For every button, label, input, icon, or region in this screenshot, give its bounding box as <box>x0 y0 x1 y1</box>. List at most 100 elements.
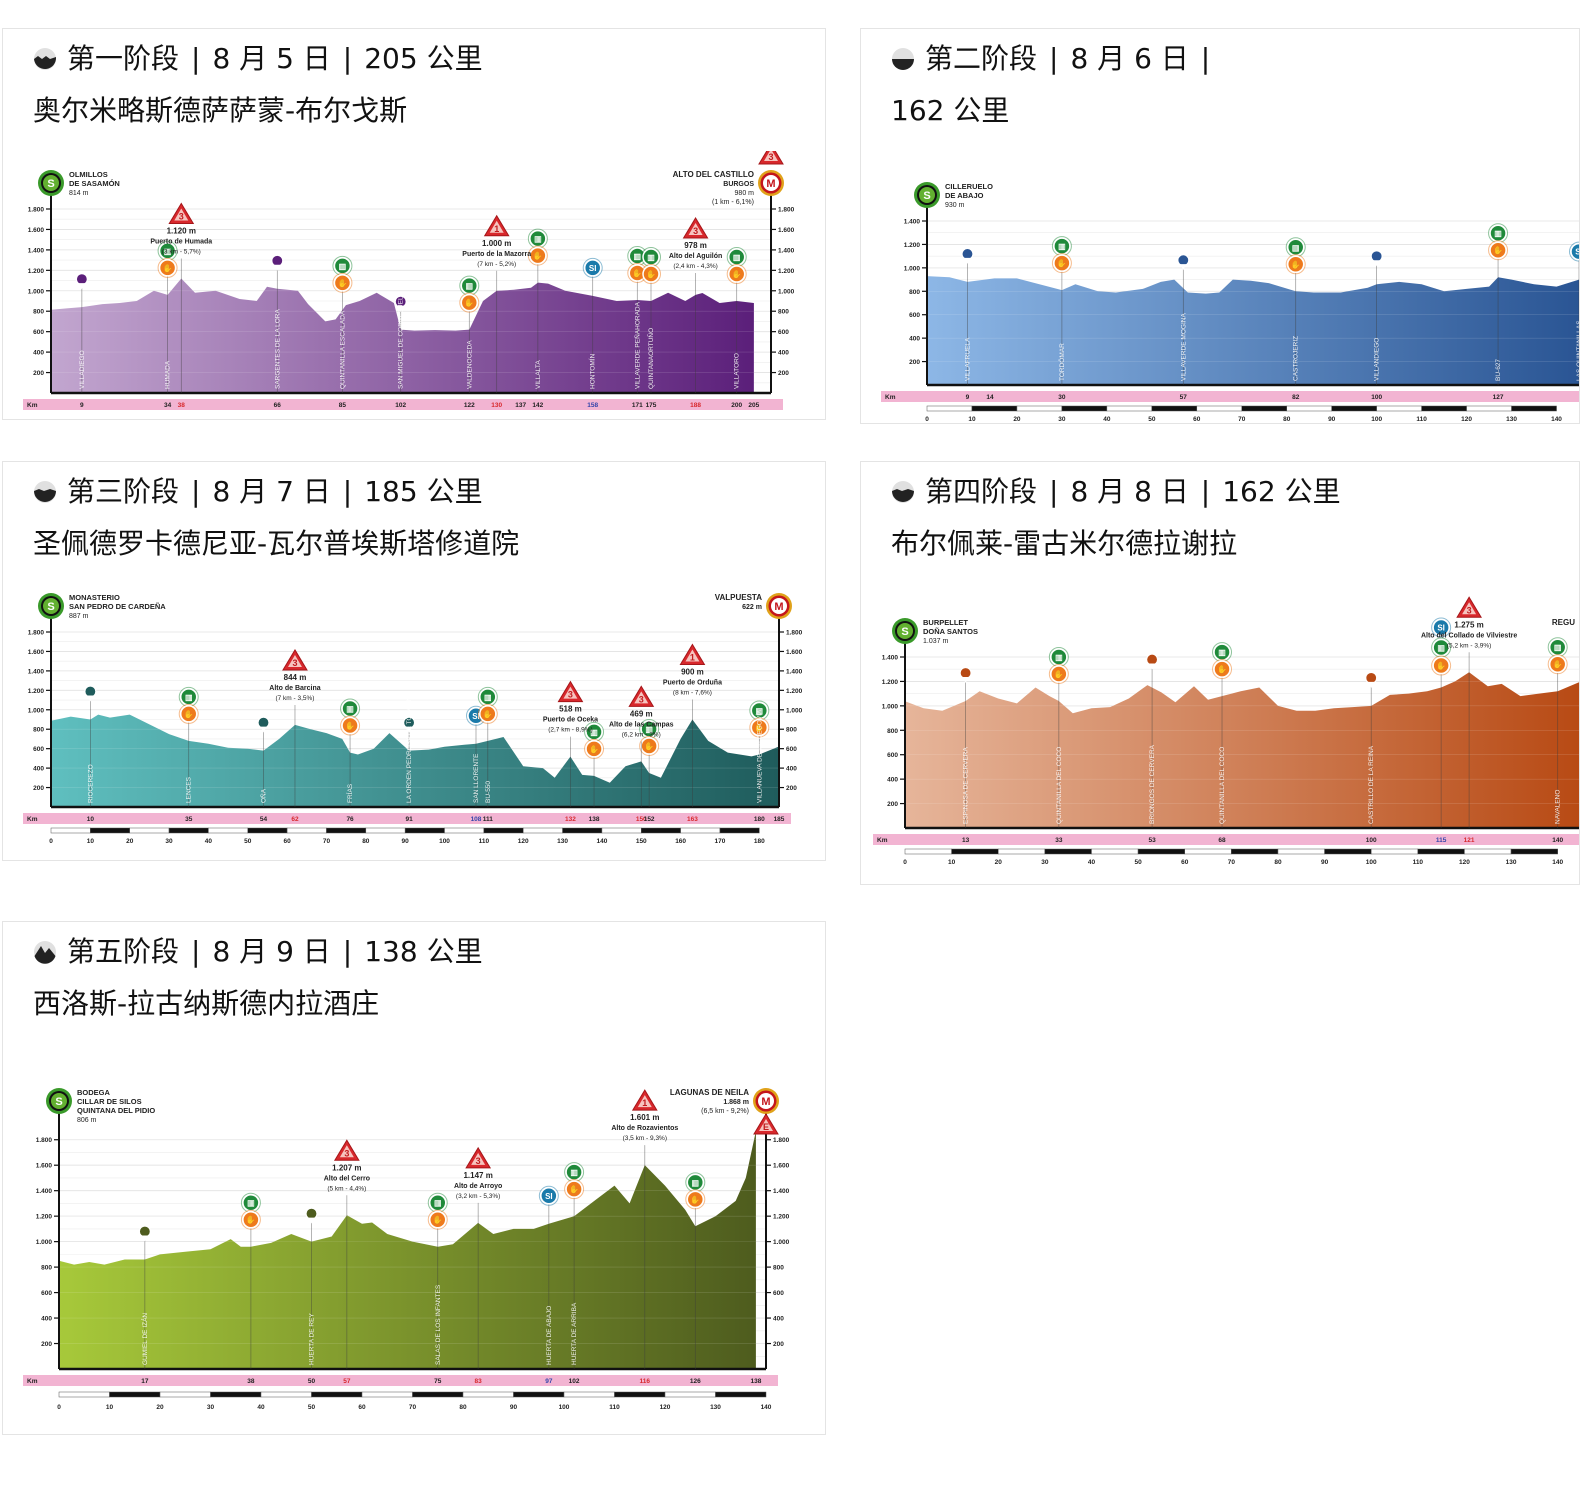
waypoint-name: QUINTANILLA DEL COCO <box>1056 747 1063 824</box>
climb-category-label: 3 <box>568 690 573 700</box>
bottle-icon: ✋ <box>685 1189 706 1210</box>
feed-zone-icon-glyph: ▥ <box>645 725 653 734</box>
feed-zone-icon: ▥ <box>1048 646 1069 667</box>
y-tick-label-right: 400 <box>773 1316 784 1323</box>
stage-date: 8 月 7 日 <box>212 475 331 508</box>
y-tick-label: 800 <box>33 727 44 734</box>
bottle-icon-glyph: ✋ <box>690 1194 700 1204</box>
stage-header: 第五阶段 | 8 月 9 日 | 138 公里 <box>33 934 483 970</box>
bottle-icon: ✋ <box>459 292 480 313</box>
climb-detail: (5 km - 4,4%) <box>327 1185 366 1192</box>
km-band <box>23 399 783 410</box>
bottle-icon-glyph: ✋ <box>644 741 654 751</box>
finish-core <box>771 598 787 614</box>
feed-zone-icon-glyph: ▥ <box>1055 653 1063 662</box>
start-core <box>919 187 935 203</box>
bottle-icon-bg <box>1548 655 1567 673</box>
start-icon-letter: S <box>55 1096 62 1108</box>
town-pin <box>1145 653 1159 666</box>
scale-segment <box>1241 405 1287 412</box>
y-tick-label: 1.400 <box>904 219 921 226</box>
feed-zone-icon: ▥ <box>332 255 353 276</box>
x-tick-label: 50 <box>1148 416 1156 423</box>
start-name: BODEGA <box>77 1088 111 1097</box>
feed-zone-icon: ▥ <box>726 247 747 267</box>
y-tick-label-right: 400 <box>786 766 797 773</box>
waypoint-name: FRÍAS <box>345 783 354 803</box>
bottle-icon-ring <box>157 257 178 278</box>
waypoint-name: VILLAVERDE PEÑAHORADA <box>632 301 641 389</box>
scale-segment <box>1016 405 1063 412</box>
waypoint-name: SARGENTES DE LA LORA <box>274 309 281 389</box>
km-mark: 152 <box>644 816 655 823</box>
feed-zone-icon-glyph: ▥ <box>570 1168 578 1177</box>
stage-date: 8 月 6 日 <box>1070 42 1189 75</box>
scale-segment <box>1421 405 1467 412</box>
x-tick-label: 30 <box>165 838 173 845</box>
km-mark: 102 <box>395 402 406 409</box>
x-tick-label: 100 <box>1371 416 1382 423</box>
y-tick-label-right: 1.600 <box>786 649 803 656</box>
scale-segment <box>1196 405 1243 412</box>
y-tick-label: 1.200 <box>36 1214 53 1221</box>
stage-route: 西洛斯-拉古纳斯德内拉酒庄 <box>33 987 380 1020</box>
climb-altitude: 1.120 m <box>167 227 196 236</box>
feed-zone-icon: ▥ <box>685 1172 706 1193</box>
km-mark: 180 <box>754 816 765 823</box>
town-pin <box>1177 254 1190 267</box>
x-tick-label: 90 <box>1328 416 1336 423</box>
waypoint-name: HUERTA DE REY <box>309 1313 316 1365</box>
y-tick-label: 600 <box>887 752 898 759</box>
scale-segment <box>168 827 209 834</box>
bottle-icon: ✋ <box>1048 663 1069 684</box>
km-mark: 13 <box>962 837 970 844</box>
climb-triangle-inner <box>1462 602 1477 615</box>
climb-altitude: 1.275 m <box>1454 620 1483 629</box>
feed-zone-icon-glyph: ▥ <box>164 247 172 256</box>
scale-segment <box>109 1391 161 1398</box>
feed-zone-icon-glyph: ▥ <box>1218 648 1226 657</box>
town-marker-icon <box>271 254 284 271</box>
km-mark: 205 <box>748 402 759 409</box>
scale-segment <box>563 1391 615 1398</box>
scale-segment <box>159 1391 211 1398</box>
waypoint-name: RIOCEREZO <box>87 764 94 803</box>
climb-detail: (7 km - 3,5%) <box>275 695 314 702</box>
hilly-stage-icon <box>891 477 915 503</box>
climb-triangle-inner <box>339 1145 354 1158</box>
climb-name: Alto de Arroyo <box>454 1183 502 1190</box>
bottle-icon: ✋ <box>527 245 548 266</box>
climb-category-label: 3 <box>179 212 184 222</box>
sprint-icon-ring <box>1431 617 1452 638</box>
bottle-icon-ring <box>1048 663 1069 684</box>
y-tick-label-right: 1.800 <box>773 1137 790 1144</box>
waypoint-name: SAN LLORENTE <box>473 753 480 803</box>
bottle-icon-glyph: ✋ <box>184 709 194 719</box>
x-tick-label: 30 <box>1058 416 1066 423</box>
x-tick-label: 80 <box>1274 859 1282 866</box>
scale-segment <box>1106 405 1153 412</box>
start-core <box>897 623 913 639</box>
bottle-icon-bg <box>585 740 603 758</box>
x-tick-label: 70 <box>1238 416 1246 423</box>
waypoint-name: TORDÓMAR <box>1057 343 1066 381</box>
y-tick-label-right: 800 <box>778 309 789 316</box>
y-tick-label: 1.000 <box>36 1239 53 1246</box>
sprint-icon: SI <box>1431 617 1452 638</box>
climb-category-label: 3 <box>639 694 644 704</box>
feed-zone-icon: ▥ <box>627 245 648 266</box>
sprint-icon: SI <box>1569 241 1579 262</box>
town-marker-icon <box>959 666 972 683</box>
stage-card-4: 第四阶段 | 8 月 8 日 | 162 公里 布尔佩莱-雷古米尔德拉谢拉 200 400… <box>860 461 1580 885</box>
feed-zone-icon-bg <box>529 229 547 248</box>
mountain-stage-icon <box>33 44 57 70</box>
bottle-icon-ring <box>1488 240 1509 261</box>
finish-label: (6,5 km - 9,2%) <box>701 1108 749 1115</box>
feed-zone-icon-glyph: ▥ <box>534 235 542 244</box>
y-tick-label: 1.200 <box>882 679 899 686</box>
waypoint-name: ESPINOSA DE CERVERA <box>963 747 970 824</box>
climb-name: Alto de las Campas <box>609 721 674 728</box>
